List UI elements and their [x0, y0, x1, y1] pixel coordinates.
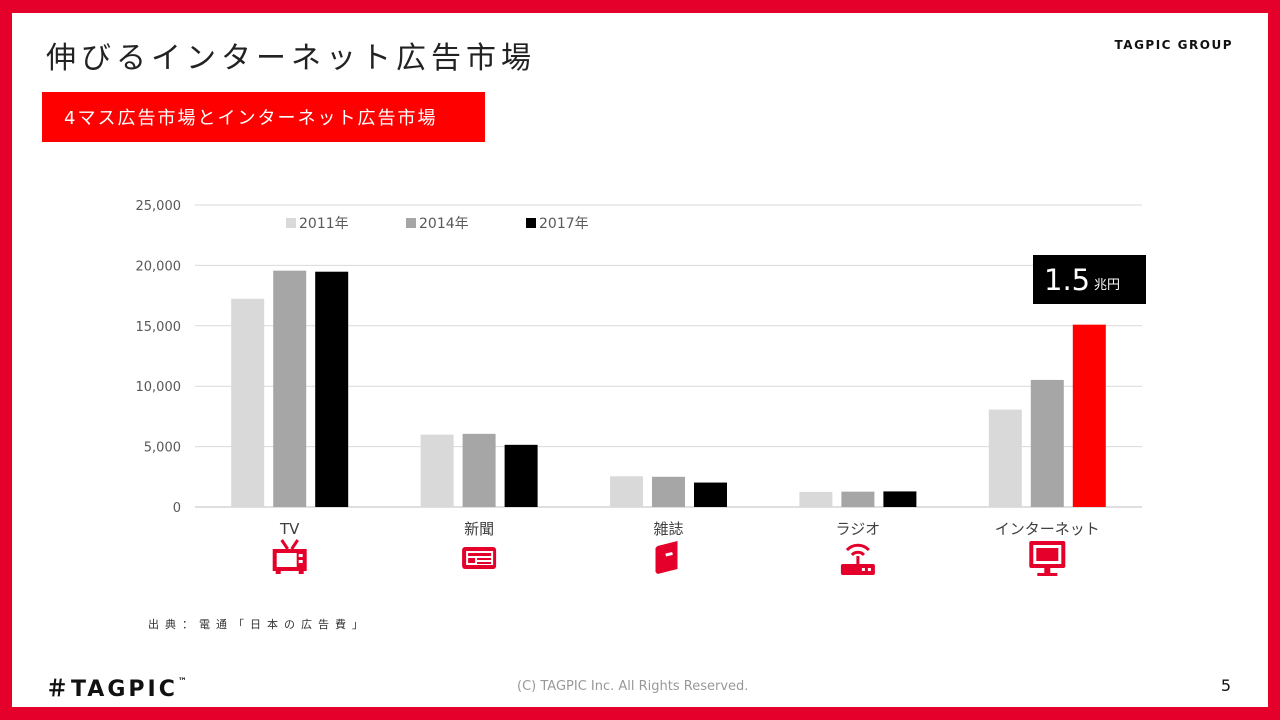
section-banner-label: 4マス広告市場とインターネット広告市場	[64, 108, 438, 129]
legend-swatch	[526, 218, 536, 228]
section-banner: 4マス広告市場とインターネット広告市場	[42, 92, 485, 142]
page-title: 伸びるインターネット広告市場	[46, 41, 536, 76]
legend-swatch	[286, 218, 296, 228]
bar-1-5	[988, 409, 1022, 507]
bar-2-4	[841, 491, 875, 507]
callout-unit: 兆円	[1094, 278, 1120, 293]
legend-label: 2014年	[419, 216, 469, 232]
slide: 伸びるインターネット広告市場 TAGPIC GROUP 4マス広告市場とインター…	[12, 13, 1268, 707]
callout-value: 1.5	[1044, 263, 1090, 297]
x-tick-label: 新聞	[464, 520, 494, 538]
tagpic-logo: ＃TAGPIC™	[46, 671, 187, 703]
newspaper-icon	[462, 547, 497, 569]
y-tick-label: 5,000	[144, 441, 181, 456]
bar-3-2	[504, 444, 538, 507]
legend-swatch	[406, 218, 416, 228]
source-note: 出典：電通「日本の広告費」	[148, 618, 369, 631]
x-tick-label: ラジオ	[836, 520, 881, 538]
bar-2-5	[1030, 379, 1064, 507]
bar-3-3	[694, 482, 727, 507]
copyright-text: (C) TAGPIC Inc. All Rights Reserved.	[517, 679, 749, 694]
logo-text: ＃TAGPIC	[46, 677, 178, 702]
bar-3-4	[883, 491, 917, 507]
magazine-icon	[655, 541, 678, 574]
monitor-icon	[1029, 541, 1066, 576]
bar-1-1	[231, 298, 265, 507]
bar-1-4	[799, 491, 833, 507]
bar-chart: 0 5,000 10,000 15,000 20,000 25,000 TV 新聞 雑誌 ラジオ イ…	[136, 199, 1146, 576]
y-tick-label: 10,000	[136, 380, 182, 395]
bar-3-5	[1072, 324, 1106, 507]
bar-1-3	[610, 476, 643, 507]
y-tick-label: 0	[173, 501, 181, 516]
y-tick-label: 25,000	[136, 199, 182, 214]
bar-1-2	[420, 434, 454, 507]
legend-label: 2011年	[299, 216, 349, 232]
y-tick-label: 20,000	[136, 259, 182, 274]
y-tick-label: 15,000	[136, 320, 182, 335]
bar-2-2	[462, 433, 496, 507]
bar-2-3	[652, 476, 685, 507]
trademark-mark: ™	[177, 677, 187, 687]
legend-label: 2017年	[539, 216, 589, 232]
x-tick-label: TV	[279, 520, 300, 538]
bar-3-1	[315, 271, 349, 507]
tv-icon	[272, 539, 307, 574]
callout-box	[1033, 255, 1146, 304]
x-tick-label: 雑誌	[653, 520, 683, 538]
brand-name: TAGPIC GROUP	[1114, 38, 1233, 52]
x-tick-label: インターネット	[995, 520, 1100, 538]
page-number: 5	[1220, 676, 1231, 695]
bar-2-1	[273, 270, 307, 507]
radio-router-icon	[840, 543, 875, 575]
